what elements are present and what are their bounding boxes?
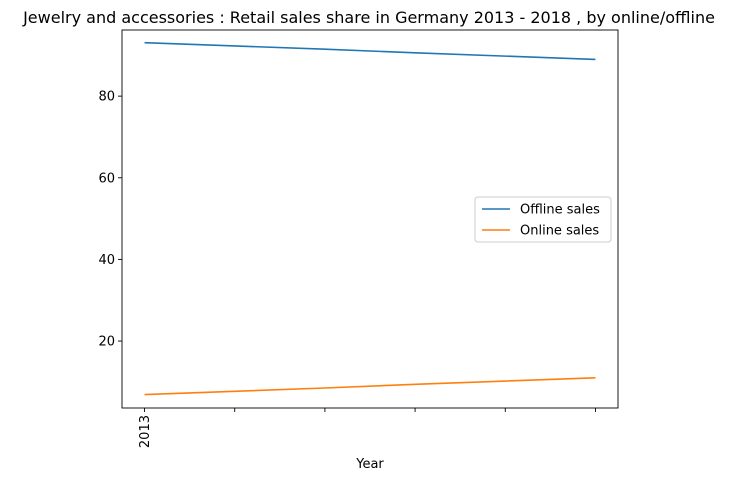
series-line [144, 376, 596, 396]
plot-area: 20 40 60 80 2013 [98, 29, 619, 448]
legend-label: Online sales [520, 224, 599, 239]
legend: Offline sales Online sales [474, 196, 612, 243]
y-tick-label: 60 [98, 171, 115, 186]
plot-frame [121, 29, 619, 409]
legend-label: Offline sales [520, 203, 600, 218]
x-axis-label: Year [355, 457, 384, 472]
series-line [144, 41, 596, 61]
y-tick-label: 40 [98, 253, 115, 268]
y-tick-label: 20 [98, 335, 115, 350]
chart-title: Jewelry and accessories : Retail sales s… [22, 8, 715, 27]
x-tick-label: 2013 [138, 415, 153, 448]
y-tick-label: 80 [98, 90, 115, 105]
